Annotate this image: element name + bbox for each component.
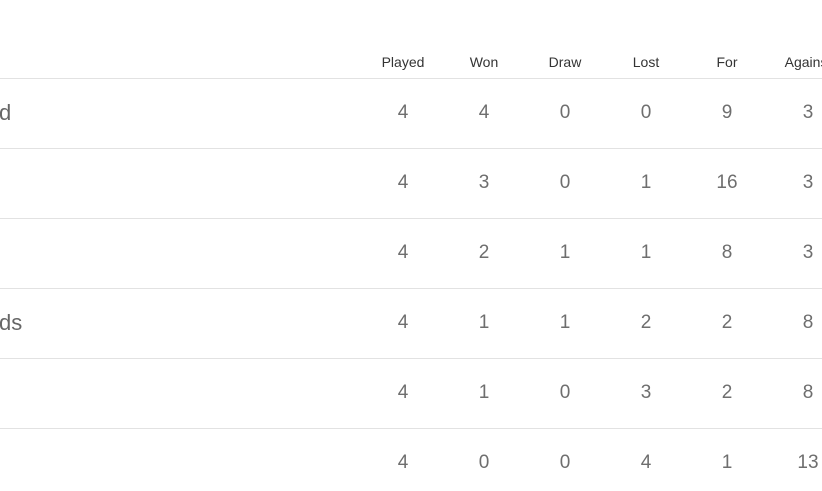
row-divider [0, 358, 822, 359]
row-divider [0, 148, 822, 149]
stat-cell: 3 [640, 382, 652, 403]
stat-cell: 1 [559, 312, 571, 333]
stat-cell: 4 [397, 172, 409, 193]
stat-cell: 1 [478, 382, 490, 403]
column-header: For [716, 54, 738, 70]
stat-cell: 9 [721, 102, 733, 123]
row-divider [0, 428, 822, 429]
stat-cell: 0 [559, 102, 571, 123]
row-divider [0, 78, 822, 79]
stat-cell: 4 [397, 242, 409, 263]
column-header: Won [469, 54, 499, 70]
stat-cell: 2 [478, 242, 490, 263]
stat-cell: 4 [478, 102, 490, 123]
stat-cell: 4 [397, 312, 409, 333]
column-header: Lost [632, 54, 660, 70]
stat-cell: 3 [802, 102, 814, 123]
row-divider [0, 218, 822, 219]
stat-cell: 2 [721, 382, 733, 403]
stat-cell: 1 [559, 242, 571, 263]
stat-cell: 3 [478, 172, 490, 193]
stat-cell: 0 [559, 452, 571, 473]
stat-cell: 0 [640, 102, 652, 123]
stat-cell: 3 [802, 242, 814, 263]
stat-cell: 4 [397, 102, 409, 123]
column-header: Played [381, 54, 425, 70]
stat-cell: 0 [559, 382, 571, 403]
column-header: Against [784, 54, 822, 70]
stat-cell: 8 [802, 382, 814, 403]
stat-cell: 1 [640, 172, 652, 193]
stat-cell: 1 [721, 452, 733, 473]
stat-cell: 0 [559, 172, 571, 193]
stat-cell: 3 [802, 172, 814, 193]
stat-cell: 16 [716, 172, 738, 193]
stat-cell: 2 [721, 312, 733, 333]
row-divider [0, 288, 822, 289]
stat-cell: 8 [721, 242, 733, 263]
stat-cell: 13 [797, 452, 819, 473]
stat-cell: 2 [640, 312, 652, 333]
stat-cell: 4 [397, 452, 409, 473]
column-header: Draw [548, 54, 582, 70]
stat-cell: 4 [640, 452, 652, 473]
team-name: d [0, 100, 12, 125]
stat-cell: 8 [802, 312, 814, 333]
stat-cell: 1 [640, 242, 652, 263]
team-name: ds [0, 310, 23, 335]
stat-cell: 1 [478, 312, 490, 333]
stat-cell: 4 [397, 382, 409, 403]
stat-cell: 0 [478, 452, 490, 473]
